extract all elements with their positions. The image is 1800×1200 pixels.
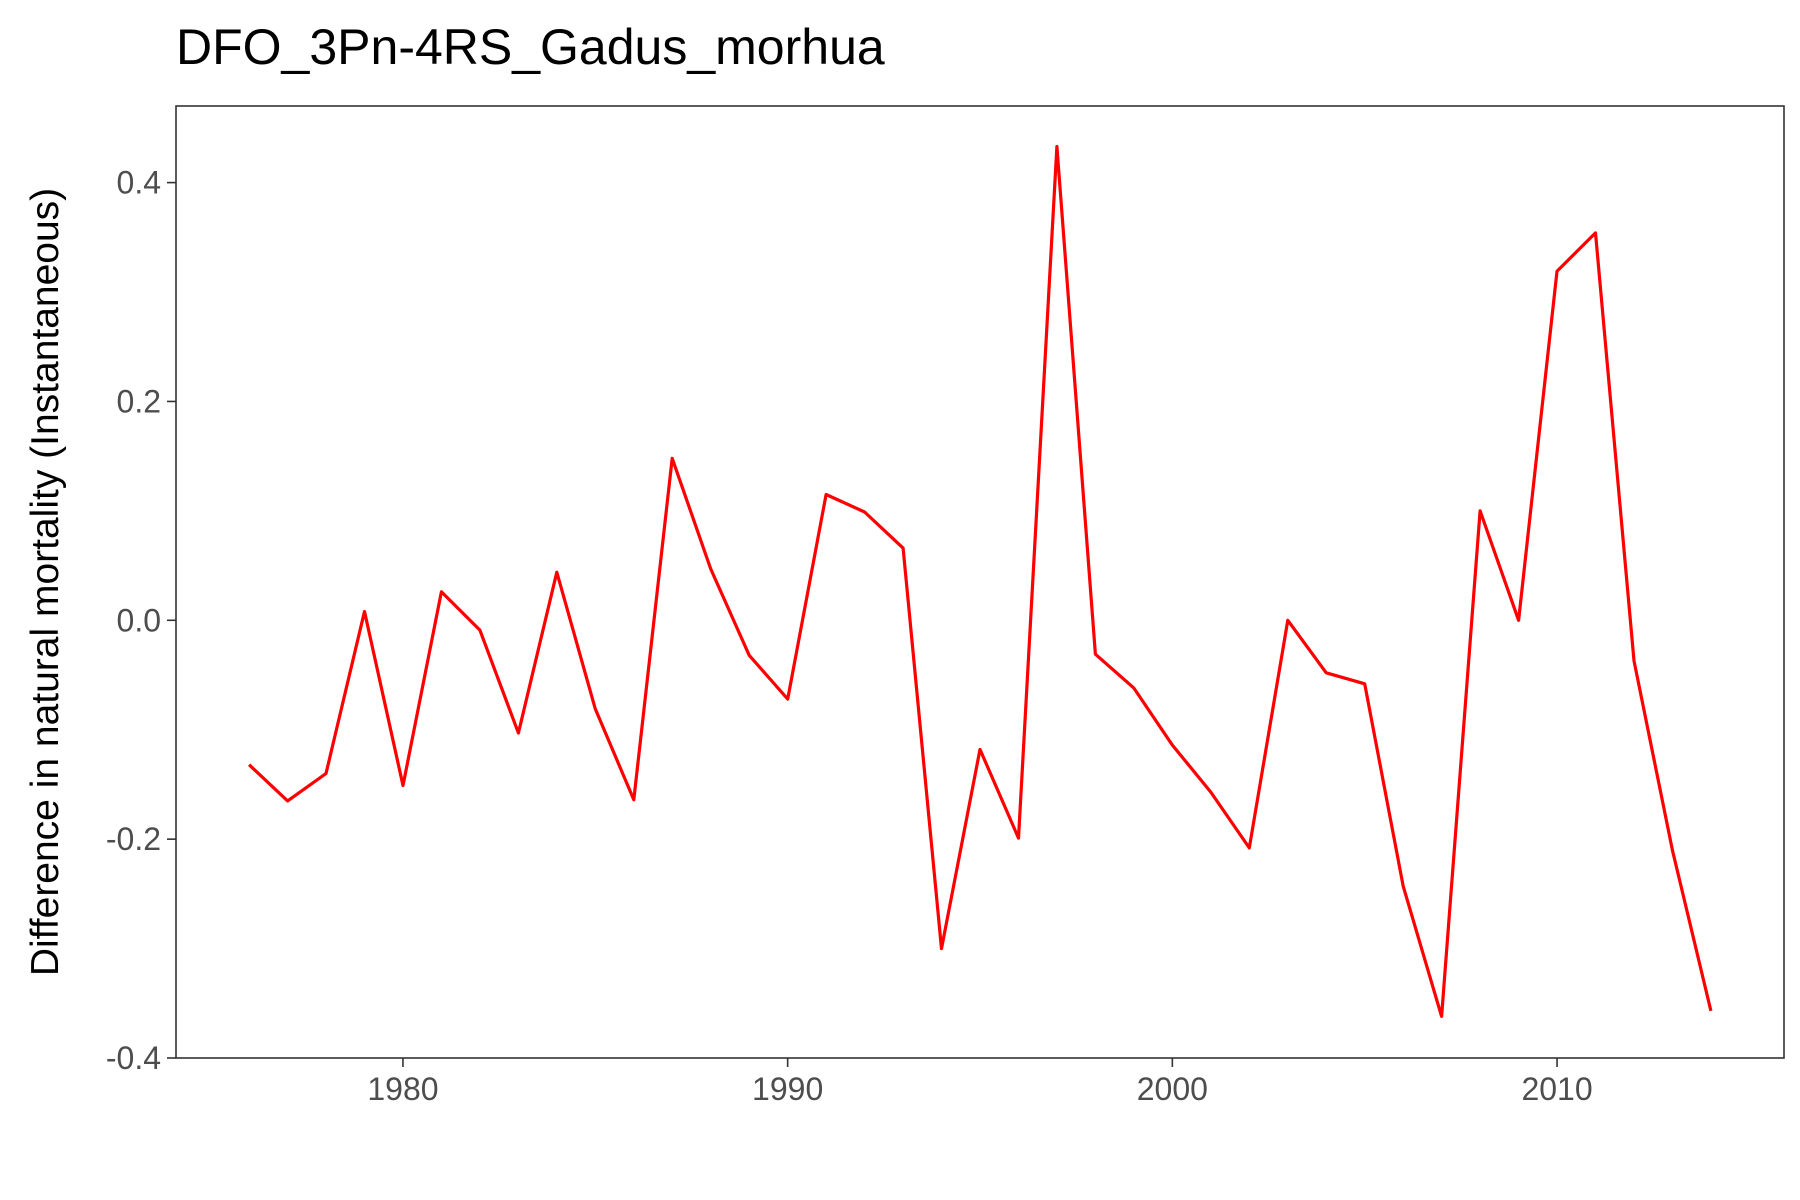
y-tick-label: 0.2 [117, 383, 161, 419]
axis-ticks [167, 181, 1558, 1067]
series-line [248, 144, 1713, 1019]
y-axis-title-group: Difference in natural mortality (Instant… [24, 188, 67, 976]
axis-tick-labels: 1980 1990 2000 2010 -0.4 -0.2 0.0 0.2 0.4 [106, 165, 1593, 1107]
y-tick-label: 0.0 [117, 602, 161, 638]
chart-title: DFO_3Pn-4RS_Gadus_morhua [176, 19, 885, 75]
y-tick-label: -0.4 [106, 1040, 161, 1076]
series-layer [248, 144, 1713, 1019]
y-tick-label: -0.2 [106, 821, 161, 857]
x-tick-label: 1980 [367, 1071, 438, 1107]
x-tick-label: 1990 [752, 1071, 823, 1107]
plot-panel [175, 105, 1785, 1059]
x-tick-label: 2000 [1137, 1071, 1208, 1107]
x-tick-label: 2010 [1521, 1071, 1592, 1107]
y-axis-title: Difference in natural mortality (Instant… [24, 188, 67, 976]
y-tick-label: 0.4 [117, 165, 161, 201]
